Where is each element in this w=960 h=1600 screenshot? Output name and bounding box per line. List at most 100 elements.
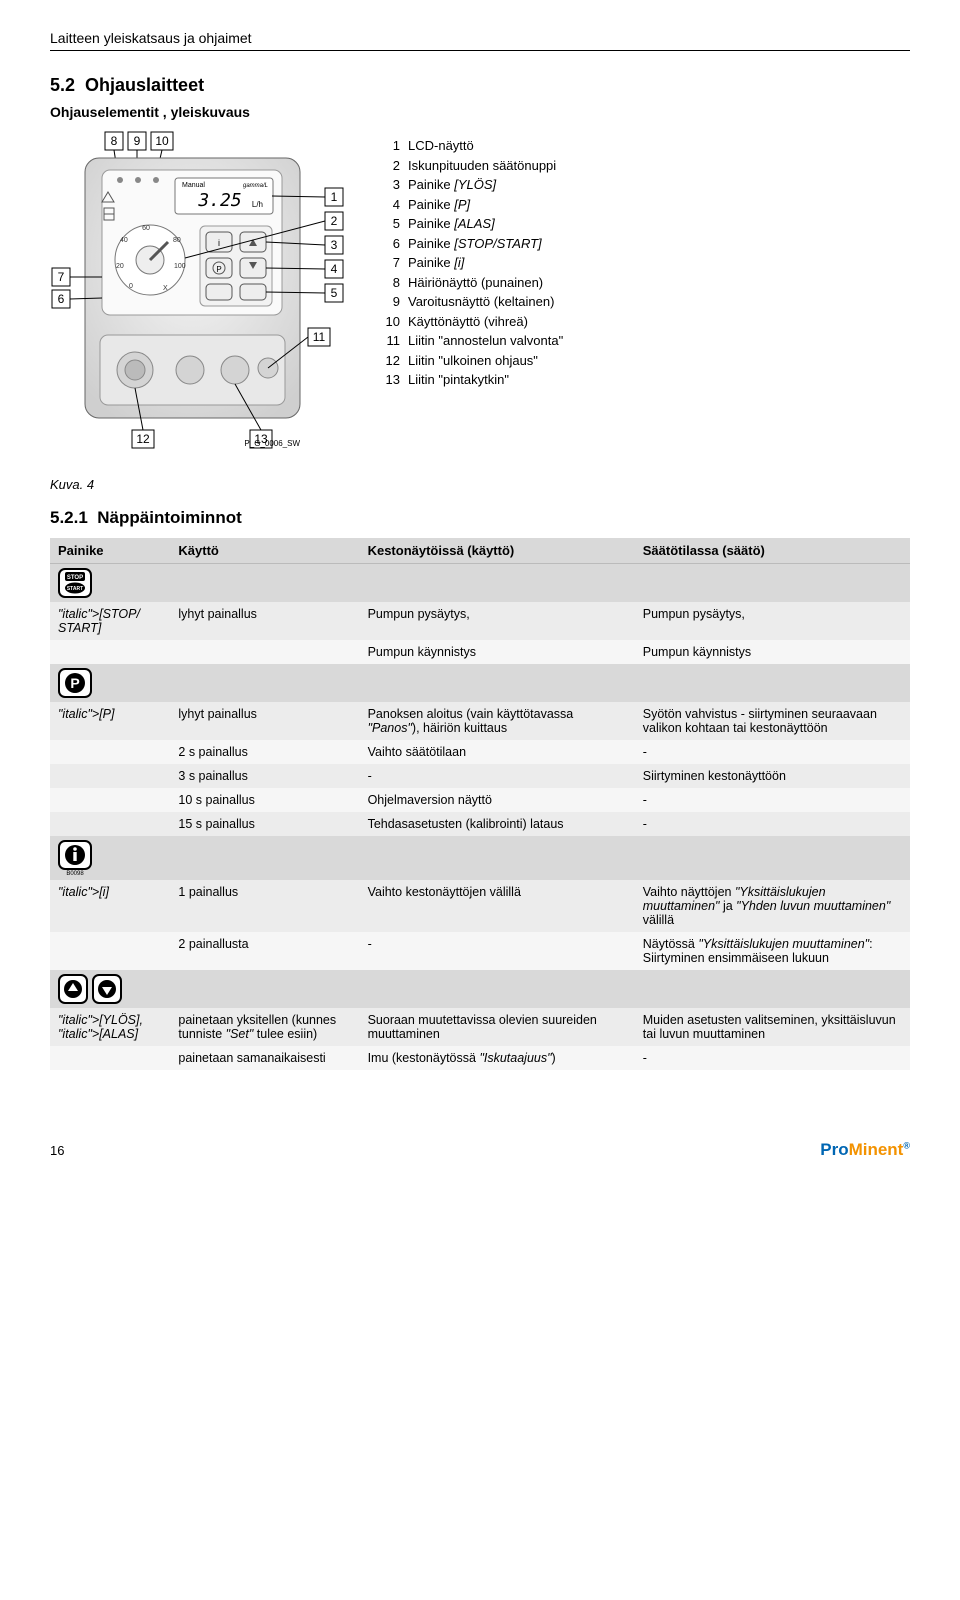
doc-header: Laitteen yleiskatsaus ja ohjaimet <box>50 30 252 46</box>
table-cell: Vaihto kestonäyttöjen välillä <box>360 880 635 932</box>
th-key: Painike <box>50 538 170 564</box>
table-cell: Pumpun pysäytys, <box>360 602 635 640</box>
table-cell: lyhyt painallus <box>170 702 359 740</box>
brand-logo: ProMinent® <box>820 1140 910 1160</box>
table-cell <box>170 640 359 664</box>
device-diagram: 8 9 10 <box>50 130 370 463</box>
svg-text:3: 3 <box>331 238 338 252</box>
svg-text:P: P <box>70 675 79 691</box>
table-row: "italic">[STOP/START]lyhyt painallusPump… <box>50 602 910 640</box>
legend-item: 12Liitin "ulkoinen ohjaus" <box>382 351 910 371</box>
table-cell: - <box>360 932 635 970</box>
svg-text:7: 7 <box>58 270 65 284</box>
svg-text:P: P <box>216 265 221 274</box>
section-title: 5.2 Ohjauslaitteet <box>50 75 910 96</box>
svg-text:40: 40 <box>120 237 128 244</box>
table-cell: Tehdasasetusten (kalibrointi) lataus <box>360 812 635 836</box>
table-cell: lyhyt painallus <box>170 602 359 640</box>
table-cell <box>50 812 170 836</box>
subsection-heading: Näppäintoiminnot <box>97 508 241 527</box>
svg-text:100: 100 <box>174 263 186 270</box>
table-cell: 10 s painallus <box>170 788 359 812</box>
table-cell: "italic">[YLÖS],"italic">[ALAS] <box>50 1008 170 1046</box>
legend-item: 6Painike [STOP/START] <box>382 234 910 254</box>
table-cell <box>50 1046 170 1070</box>
table-row: 3 s painallus-Siirtyminen kestonäyttöön <box>50 764 910 788</box>
svg-text:80: 80 <box>173 237 181 244</box>
page-footer: 16 ProMinent® <box>0 1140 960 1180</box>
table-cell: Suoraan muutettavissa olevien suureiden … <box>360 1008 635 1046</box>
key-icon: STOPSTART <box>50 564 170 603</box>
table-cell: 2 painallusta <box>170 932 359 970</box>
svg-text:8: 8 <box>111 134 118 148</box>
legend-item: 8Häiriönäyttö (punainen) <box>382 273 910 293</box>
page-number: 16 <box>50 1143 64 1158</box>
table-cell: Ohjelmaversion näyttö <box>360 788 635 812</box>
table-cell: - <box>635 1046 910 1070</box>
th-continuous: Kestonäytöissä (käyttö) <box>360 538 635 564</box>
table-cell: - <box>360 764 635 788</box>
svg-text:60: 60 <box>142 225 150 232</box>
table-cell: painetaan samanaikaisesti <box>170 1046 359 1070</box>
table-cell: 3 s painallus <box>170 764 359 788</box>
table-row: 10 s painallusOhjelmaversion näyttö- <box>50 788 910 812</box>
svg-text:5: 5 <box>331 286 338 300</box>
svg-text:12: 12 <box>136 432 150 446</box>
table-row: painetaan samanaikaisestiImu (kestonäytö… <box>50 1046 910 1070</box>
svg-text:P_G_0006_SW: P_G_0006_SW <box>244 439 300 448</box>
svg-text:B0098: B0098 <box>66 871 84 876</box>
table-cell: - <box>635 788 910 812</box>
figure-caption: Kuva. 4 <box>50 477 910 492</box>
svg-text:STOP: STOP <box>67 575 83 581</box>
table-cell: Muiden asetusten valitseminen, yksittäis… <box>635 1008 910 1046</box>
svg-text:1: 1 <box>331 190 338 204</box>
table-cell: - <box>635 812 910 836</box>
table-cell: Vaihto näyttöjen "Yksittäislukujen muutt… <box>635 880 910 932</box>
table-cell: Vaihto säätötilaan <box>360 740 635 764</box>
table-row: 2 painallusta-Näytössä "Yksittäislukujen… <box>50 932 910 970</box>
subsection-number: 5.2.1 <box>50 508 88 527</box>
table-row: "italic">[YLÖS],"italic">[ALAS]painetaan… <box>50 1008 910 1046</box>
table-cell: Syötön vahvistus - siirtyminen seuraavaa… <box>635 702 910 740</box>
table-row: Pumpun käynnistysPumpun käynnistys <box>50 640 910 664</box>
key-icon: P <box>50 664 170 702</box>
svg-text:X: X <box>163 285 168 292</box>
table-cell: "italic">[P] <box>50 702 170 740</box>
table-cell: "italic">[STOP/START] <box>50 602 170 640</box>
table-cell: Näytössä "Yksittäislukujen muuttaminen":… <box>635 932 910 970</box>
svg-text:Manual: Manual <box>182 182 205 189</box>
svg-text:i: i <box>218 238 220 248</box>
svg-text:11: 11 <box>313 330 326 344</box>
legend-item: 3Painike [YLÖS] <box>382 175 910 195</box>
legend-item: 9Varoitusnäyttö (keltainen) <box>382 292 910 312</box>
svg-text:3.25: 3.25 <box>197 190 241 211</box>
svg-text:4: 4 <box>331 262 338 276</box>
table-row: 2 s painallusVaihto säätötilaan- <box>50 740 910 764</box>
table-row: "italic">[P]lyhyt painallusPanoksen aloi… <box>50 702 910 740</box>
svg-text:20: 20 <box>116 263 124 270</box>
legend-item: 2Iskunpituuden säätönuppi <box>382 156 910 176</box>
table-cell: "italic">[i] <box>50 880 170 932</box>
legend-list: 1LCD-näyttö2Iskunpituuden säätönuppi3Pai… <box>382 130 910 390</box>
th-use: Käyttö <box>170 538 359 564</box>
brand-right: Minent <box>849 1140 904 1159</box>
section-subheading: Ohjauselementit , yleiskuvaus <box>50 104 910 120</box>
table-cell: 1 painallus <box>170 880 359 932</box>
svg-text:10: 10 <box>155 134 169 148</box>
legend-item: 13Liitin "pintakytkin" <box>382 370 910 390</box>
table-cell: painetaan yksitellen (kunnes tunniste "S… <box>170 1008 359 1046</box>
legend-item: 5Painike [ALAS] <box>382 214 910 234</box>
brand-left: Pro <box>820 1140 848 1159</box>
legend-item: 4Painike [P] <box>382 195 910 215</box>
table-cell: Pumpun käynnistys <box>635 640 910 664</box>
table-cell: 15 s painallus <box>170 812 359 836</box>
legend-item: 11Liitin "annostelun valvonta" <box>382 331 910 351</box>
table-cell: Siirtyminen kestonäyttöön <box>635 764 910 788</box>
svg-text:2: 2 <box>331 214 338 228</box>
table-cell: Imu (kestonäytössä "Iskutaajuus") <box>360 1046 635 1070</box>
subsection-title: 5.2.1 Näppäintoiminnot <box>50 508 910 528</box>
legend-item: 10Käyttönäyttö (vihreä) <box>382 312 910 332</box>
table-row: "italic">[i]1 painallusVaihto kestonäytt… <box>50 880 910 932</box>
table-cell: - <box>635 740 910 764</box>
svg-text:0: 0 <box>129 283 133 290</box>
